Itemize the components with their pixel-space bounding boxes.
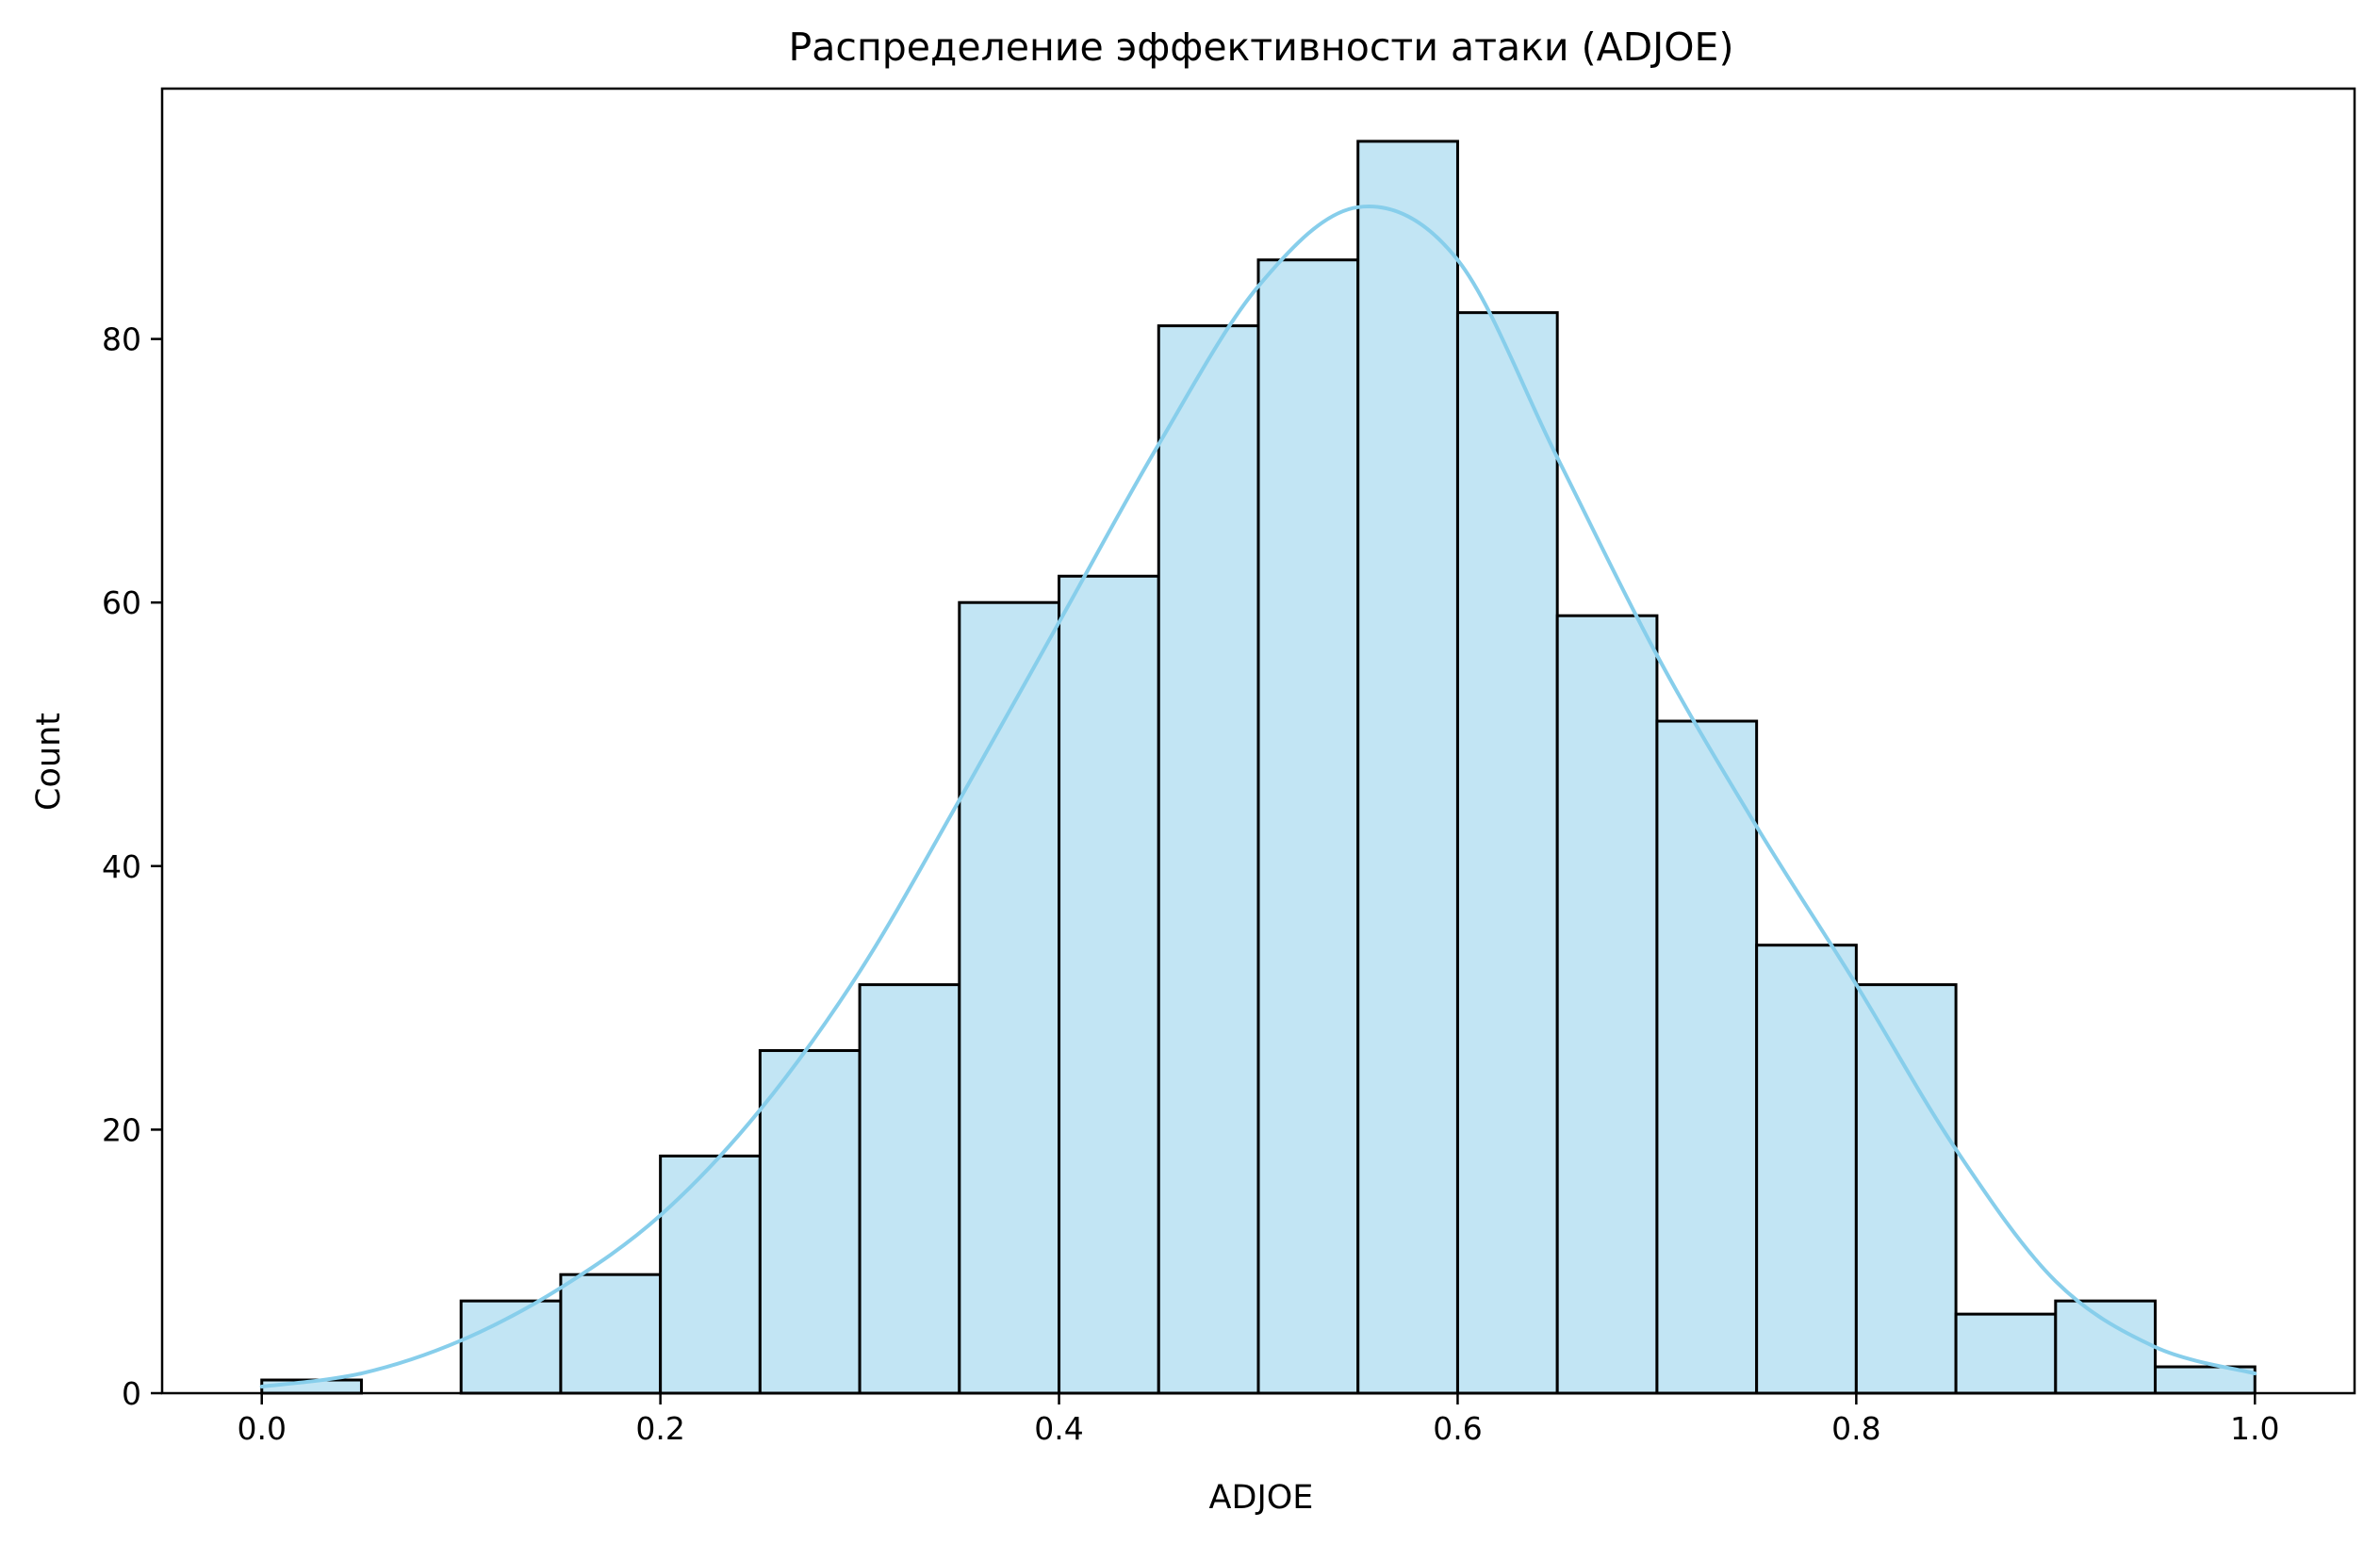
- y-tick-label: 80: [102, 321, 141, 358]
- histogram-bar: [1157, 324, 1260, 1395]
- x-axis-ticks: 0.0 0.2 0.4 0.6 0.8 1.0: [237, 1393, 2280, 1447]
- y-axis-label: Count: [30, 713, 68, 811]
- bars-group: [260, 140, 2257, 1395]
- x-tick-label: 1.0: [2230, 1410, 2279, 1447]
- histogram-bar: [1356, 140, 1459, 1395]
- x-tick-label: 0.0: [237, 1410, 286, 1447]
- x-axis-label: ADJOE: [1209, 1479, 1314, 1517]
- histogram-bar: [1555, 614, 1659, 1395]
- histogram-bar: [858, 983, 961, 1395]
- y-axis-ticks: 0 20 40 60 80: [102, 321, 162, 1412]
- x-tick-label: 0.2: [635, 1410, 684, 1447]
- histogram-bar: [1256, 258, 1360, 1395]
- x-tick-label: 0.8: [1831, 1410, 1880, 1447]
- chart-title: Распределение эффективности атаки (ADJOE…: [789, 25, 1734, 70]
- kde-curve: [259, 205, 2257, 1389]
- histogram-bar: [559, 1273, 663, 1395]
- y-tick-label: 60: [102, 584, 141, 621]
- histogram-bar: [2054, 1299, 2158, 1395]
- x-tick-label: 0.4: [1034, 1410, 1083, 1447]
- histogram-bar: [958, 600, 1061, 1395]
- histogram-bar: [1954, 1312, 2058, 1395]
- histogram-bar: [1755, 944, 1858, 1395]
- histogram-bar: [1058, 574, 1160, 1395]
- histogram-bar: [758, 1049, 862, 1395]
- histogram-bar: [1655, 719, 1759, 1395]
- histogram-bar: [659, 1154, 762, 1395]
- y-tick-label: 40: [102, 848, 141, 885]
- histogram-bar: [1854, 983, 1958, 1395]
- histogram-bar: [1455, 311, 1559, 1395]
- y-tick-label: 0: [122, 1375, 141, 1412]
- plot-frame: [160, 87, 2356, 1395]
- y-tick-label: 20: [102, 1111, 141, 1148]
- x-tick-label: 0.6: [1433, 1410, 1482, 1447]
